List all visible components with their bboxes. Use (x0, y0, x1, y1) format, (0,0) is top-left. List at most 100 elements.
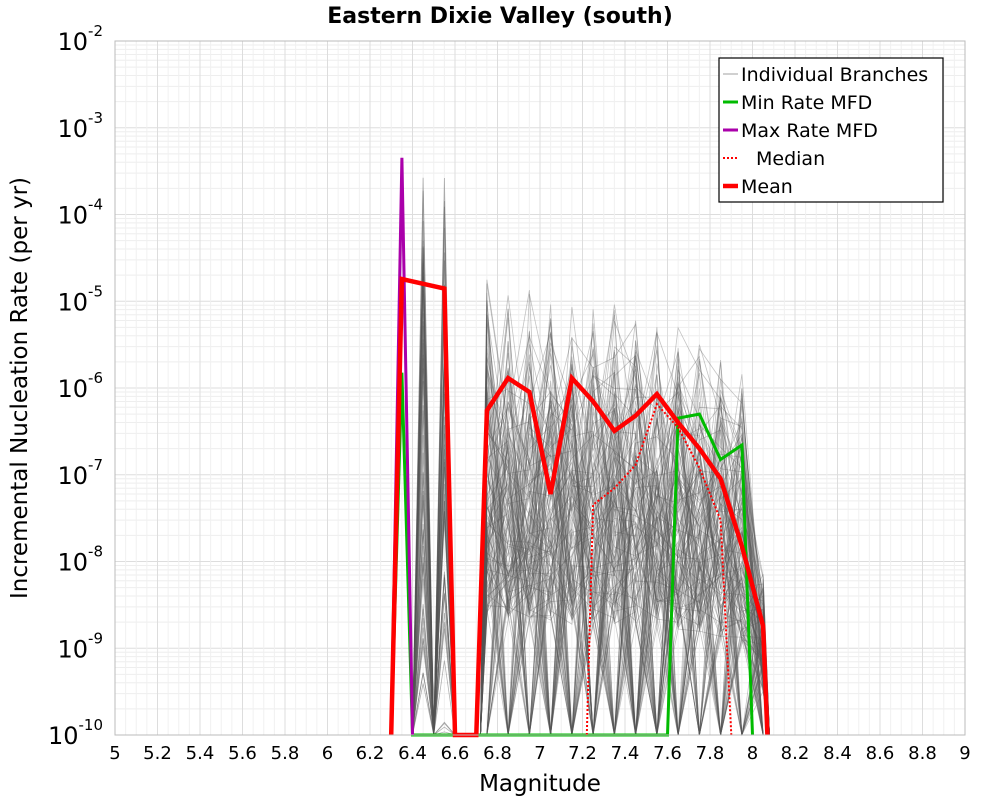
branch-line (433, 612, 456, 736)
branch-line (480, 308, 770, 736)
branch-line (480, 315, 770, 736)
branch-line (480, 388, 770, 736)
branch-line (412, 220, 435, 736)
branch-line (412, 368, 435, 736)
x-tick-label: 6.2 (356, 743, 385, 764)
median-line (585, 402, 733, 736)
branch-line (480, 387, 770, 736)
branch-line (480, 351, 770, 736)
x-tick-label: 8.4 (823, 743, 852, 764)
branch-line (480, 323, 770, 736)
branch-line (480, 356, 770, 736)
branch-line (480, 414, 770, 736)
branch-line (412, 313, 435, 736)
x-tick-label: 5.8 (271, 743, 300, 764)
branch-line (480, 315, 770, 736)
branch-line (412, 290, 435, 736)
y-tick-label: 10-3 (57, 109, 103, 143)
branch-line (480, 340, 770, 736)
chart-title: Eastern Dixie Valley (south) (327, 4, 673, 29)
branch-line (433, 726, 456, 736)
branch-line (480, 371, 770, 736)
branch-line (412, 261, 435, 736)
branch-line (480, 315, 770, 736)
y-axis-ticks: 10-2 10-3 10-4 10-5 10-6 10-7 10-8 10-9 10-10 (48, 22, 103, 750)
branch-line (480, 319, 770, 736)
branch-line (412, 638, 435, 736)
branch-line (480, 372, 770, 736)
branch-line (480, 390, 770, 736)
branch-line (480, 355, 770, 736)
branch-line (480, 326, 770, 736)
branch-line (480, 333, 770, 736)
branch-line (480, 351, 770, 736)
x-tick-label: 8 (747, 743, 758, 764)
branch-line (480, 397, 770, 736)
branch-line (480, 421, 770, 736)
branch-line (412, 354, 435, 736)
branch-line (480, 358, 770, 736)
branch-line (480, 442, 770, 736)
y-tick-label: 10-10 (48, 716, 103, 750)
branch-line (412, 557, 435, 736)
branch-line (480, 397, 770, 736)
legend-label: Individual Branches (741, 64, 928, 86)
branch-line (480, 342, 770, 736)
branch-line (412, 247, 435, 736)
branch-line (480, 369, 770, 736)
branch-line (412, 627, 435, 736)
legend-box (718, 57, 944, 203)
y-tick-label: 10-5 (57, 282, 103, 316)
branch-line (412, 435, 435, 736)
branch-line (480, 344, 770, 736)
legend-label: Mean (741, 176, 793, 198)
branch-line (480, 304, 770, 736)
branch-line (412, 471, 435, 736)
branch-line (480, 448, 770, 736)
x-tick-label: 6 (322, 743, 333, 764)
branch-line (480, 301, 770, 736)
branch-line (480, 319, 770, 736)
branch-line (480, 295, 770, 736)
branch-line (412, 608, 435, 736)
branch-line (433, 574, 456, 736)
branch-line (480, 408, 770, 736)
branch-line (480, 389, 770, 736)
branch-line (412, 562, 435, 736)
branch-line (412, 339, 435, 736)
branch-line (480, 279, 770, 736)
branch-line (412, 358, 435, 736)
branch-line (480, 355, 770, 736)
branch-line (480, 393, 770, 736)
branch-line (412, 271, 435, 736)
branch-line (412, 325, 435, 736)
branch-line (412, 683, 435, 736)
branch-line (480, 347, 770, 736)
branch-line (480, 375, 770, 736)
branch-line (480, 384, 770, 736)
branch-line (412, 276, 435, 736)
x-tick-label: 6.6 (441, 743, 470, 764)
branch-line (480, 430, 770, 736)
branch-line (480, 380, 770, 736)
branch-line (480, 359, 770, 736)
x-tick-label: 8.6 (866, 743, 895, 764)
branch-line (480, 432, 770, 736)
branch-line (480, 321, 770, 736)
branch-line (480, 360, 770, 736)
branch-line (480, 372, 770, 736)
branch-line (480, 345, 770, 736)
branch-line (433, 660, 456, 736)
branch-line (412, 490, 435, 736)
branch-line (480, 450, 770, 736)
branch-line (412, 247, 435, 736)
x-tick-label: 9 (959, 743, 970, 764)
branch-line (412, 528, 435, 736)
x-tick-label: 7 (534, 743, 545, 764)
branch-line (412, 410, 435, 736)
branch-line (433, 576, 456, 736)
legend-label: Min Rate MFD (741, 92, 872, 114)
branch-line (480, 310, 770, 736)
branch-line (480, 367, 770, 736)
